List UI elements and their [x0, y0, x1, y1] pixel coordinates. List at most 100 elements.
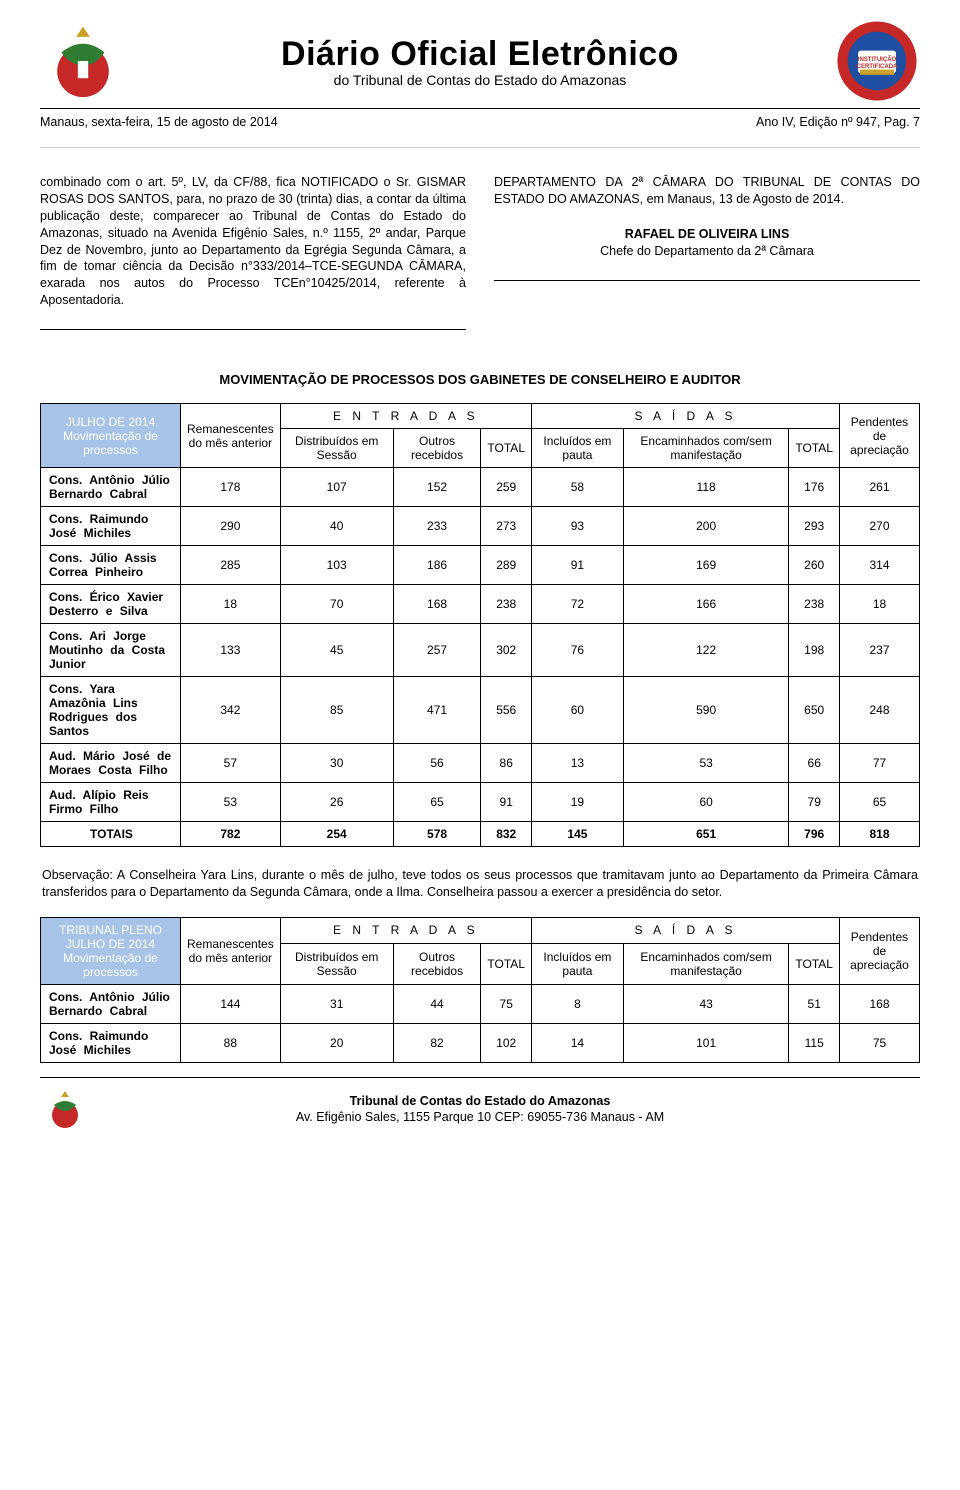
table-row: Cons. Júlio Assis Correa Pinheiro2851031…	[41, 546, 920, 585]
cell: 168	[840, 984, 920, 1023]
cell: 13	[532, 744, 624, 783]
cell: 293	[789, 507, 840, 546]
cell: 40	[280, 507, 393, 546]
cell: 260	[789, 546, 840, 585]
signature-block: RAFAEL DE OLIVEIRA LINS Chefe do Departa…	[494, 226, 920, 260]
emblem-left	[40, 18, 126, 104]
cell: 66	[789, 744, 840, 783]
signature-role: Chefe do Departamento da 2ª Câmara	[494, 243, 920, 260]
column-right: DEPARTAMENTO DA 2ª CÂMARA DO TRIBUNAL DE…	[494, 174, 920, 330]
cell: 122	[623, 624, 789, 677]
row-label: Cons. Érico Xavier Desterro e Silva	[41, 585, 181, 624]
hdr2-saidas: S A Í D A S	[532, 917, 840, 943]
cell: 82	[393, 1023, 481, 1062]
cell: 133	[181, 624, 281, 677]
table-row: Cons. Yara Amazônia Lins Rodrigues dos S…	[41, 677, 920, 744]
cell: 75	[481, 984, 532, 1023]
cell: 56	[393, 744, 481, 783]
cell: 70	[280, 585, 393, 624]
table-movimentacao: JULHO DE 2014 Movimentação de processos …	[40, 403, 920, 847]
header-center: Diário Oficial Eletrônico do Tribunal de…	[126, 35, 834, 88]
cell: 43	[623, 984, 789, 1023]
cell: 102	[481, 1023, 532, 1062]
table-row: Cons. Raimundo José Michiles290402332739…	[41, 507, 920, 546]
cell: 166	[623, 585, 789, 624]
cell: 18	[840, 585, 920, 624]
cell: 314	[840, 546, 920, 585]
cell: 200	[623, 507, 789, 546]
tot-3: 832	[481, 822, 532, 847]
cell: 57	[181, 744, 281, 783]
tot-1: 254	[280, 822, 393, 847]
cell: 261	[840, 468, 920, 507]
cell: 152	[393, 468, 481, 507]
table-body: Cons. Antônio Júlio Bernardo Cabral17810…	[41, 468, 920, 822]
table-row: Cons. Antônio Júlio Bernardo Cabral17810…	[41, 468, 920, 507]
cell: 233	[393, 507, 481, 546]
cell: 18	[181, 585, 281, 624]
hdr-incl: Incluídos em pauta	[532, 429, 624, 468]
cell: 168	[393, 585, 481, 624]
totals-label: TOTAIS	[41, 822, 181, 847]
cell: 237	[840, 624, 920, 677]
observation: Observação: A Conselheira Yara Lins, dur…	[40, 847, 920, 917]
hdr2-incl: Incluídos em pauta	[532, 943, 624, 984]
row-label: Aud. Mário José de Moraes Costa Filho	[41, 744, 181, 783]
hdr-total-s: TOTAL	[789, 429, 840, 468]
cell: 58	[532, 468, 624, 507]
cell: 259	[481, 468, 532, 507]
dateline: Manaus, sexta-feira, 15 de agosto de 201…	[40, 109, 920, 148]
table-row: Cons. Antônio Júlio Bernardo Cabral14431…	[41, 984, 920, 1023]
emblem-right: INSTITUIÇÃO CERTIFICADA	[834, 18, 920, 104]
footer-emblem	[40, 1084, 90, 1134]
cell: 103	[280, 546, 393, 585]
hdr2-remanesc: Remanescentes do mês anterior	[181, 917, 281, 984]
hdr2-period: TRIBUNAL PLENO JULHO DE 2014 Movimentaçã…	[41, 917, 181, 984]
row-label: Cons. Raimundo José Michiles	[41, 1023, 181, 1062]
cell: 86	[481, 744, 532, 783]
totals-row: TOTAIS 782 254 578 832 145 651 796 818	[41, 822, 920, 847]
hdr2-dist: Distribuídos em Sessão	[280, 943, 393, 984]
cell: 60	[623, 783, 789, 822]
cell: 290	[181, 507, 281, 546]
row-label: Cons. Yara Amazônia Lins Rodrigues dos S…	[41, 677, 181, 744]
cell: 31	[280, 984, 393, 1023]
cell: 60	[532, 677, 624, 744]
cell: 75	[840, 1023, 920, 1062]
cell: 257	[393, 624, 481, 677]
hdr2-outros: Outros recebidos	[393, 943, 481, 984]
cell: 91	[481, 783, 532, 822]
cell: 178	[181, 468, 281, 507]
cell: 101	[623, 1023, 789, 1062]
hdr-saidas: S A Í D A S	[532, 404, 840, 429]
cell: 45	[280, 624, 393, 677]
hdr-entradas: E N T R A D A S	[280, 404, 531, 429]
hdr-remanesc: Remanescentes do mês anterior	[181, 404, 281, 468]
left-paragraph: combinado com o art. 5º, LV, da CF/88, f…	[40, 174, 466, 309]
dateline-right: Ano IV, Edição nº 947, Pag. 7	[756, 115, 920, 129]
cell: 285	[181, 546, 281, 585]
table-pleno: TRIBUNAL PLENO JULHO DE 2014 Movimentaçã…	[40, 917, 920, 1063]
cell: 8	[532, 984, 624, 1023]
hdr-outros: Outros recebidos	[393, 429, 481, 468]
dateline-left: Manaus, sexta-feira, 15 de agosto de 201…	[40, 115, 278, 129]
cell: 248	[840, 677, 920, 744]
cell: 590	[623, 677, 789, 744]
row-label: Cons. Antônio Júlio Bernardo Cabral	[41, 984, 181, 1023]
table2-head: TRIBUNAL PLENO JULHO DE 2014 Movimentaçã…	[41, 917, 920, 984]
table-row: Aud. Mário José de Moraes Costa Filho573…	[41, 744, 920, 783]
cell: 115	[789, 1023, 840, 1062]
section-title: MOVIMENTAÇÃO DE PROCESSOS DOS GABINETES …	[40, 348, 920, 403]
table-row: Cons. Érico Xavier Desterro e Silva18701…	[41, 585, 920, 624]
table-row: Cons. Ari Jorge Moutinho da Costa Junior…	[41, 624, 920, 677]
cell: 19	[532, 783, 624, 822]
cell: 556	[481, 677, 532, 744]
tot-6: 796	[789, 822, 840, 847]
hdr2-entradas: E N T R A D A S	[280, 917, 531, 943]
body-columns: combinado com o art. 5º, LV, da CF/88, f…	[40, 148, 920, 348]
header-subtitle: do Tribunal de Contas do Estado do Amazo…	[126, 72, 834, 88]
table2-body: Cons. Antônio Júlio Bernardo Cabral14431…	[41, 984, 920, 1062]
row-label: Cons. Júlio Assis Correa Pinheiro	[41, 546, 181, 585]
right-paragraph: DEPARTAMENTO DA 2ª CÂMARA DO TRIBUNAL DE…	[494, 174, 920, 208]
cell: 44	[393, 984, 481, 1023]
